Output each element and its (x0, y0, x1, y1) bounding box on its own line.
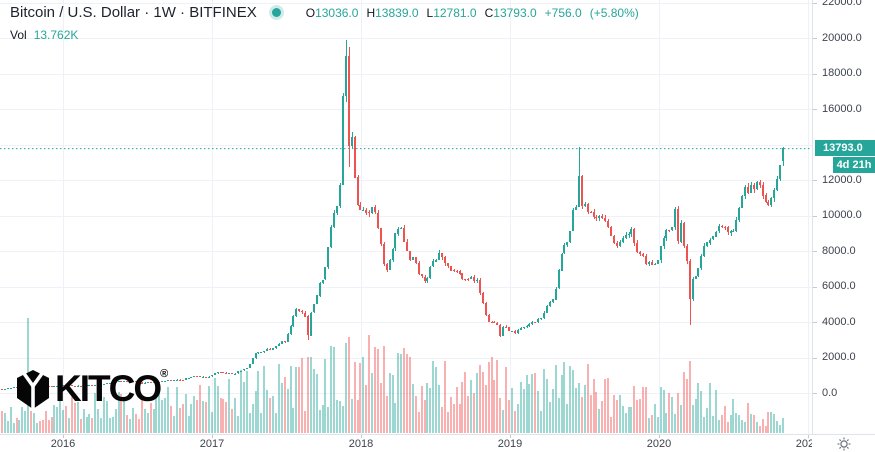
price-tick (813, 358, 817, 359)
price-tick-label: 22000.0 (822, 0, 862, 8)
price-tick (813, 3, 817, 4)
price-tick (813, 287, 817, 288)
price-tick-label: 20000.0 (822, 32, 862, 44)
price-tick-label: 6000.0 (822, 280, 856, 292)
high-value: 13839.0 (375, 5, 419, 20)
price-tick-label: 16000.0 (822, 103, 862, 115)
close-value: 13793.0 (493, 5, 537, 20)
live-status-dot-icon (271, 8, 281, 17)
kitco-logo: KITCO ® (13, 367, 168, 411)
price-tick (813, 74, 817, 75)
close-label: C (484, 5, 494, 20)
time-axis[interactable]: 2016 2017 2018 2019 2020 2021 (0, 434, 875, 452)
kitco-mark-icon (17, 370, 49, 409)
time-tick-label: 2017 (199, 438, 225, 450)
time-tick (808, 435, 809, 438)
price-tick-label: 2000.0 (822, 351, 856, 363)
price-tick (813, 322, 817, 323)
price-tick-label: 10000.0 (822, 209, 862, 221)
candlestick-chart[interactable] (0, 0, 812, 434)
time-tick (212, 435, 213, 438)
volume-label: Vol (10, 28, 27, 42)
low-label: L (426, 5, 434, 20)
registered-mark: ® (160, 368, 169, 380)
open-label: O (305, 5, 316, 20)
kitco-wordmark: KITCO (55, 368, 162, 409)
price-tick (813, 38, 817, 39)
time-tick-label: 2019 (497, 438, 523, 450)
volume-value: 13.762K (33, 28, 79, 42)
time-tick (659, 435, 660, 438)
time-tick (510, 435, 511, 438)
volume-row: Vol 13.762K (10, 28, 639, 42)
price-tick (813, 216, 817, 217)
price-tick (813, 109, 817, 110)
bar-close-countdown-badge: 4d 21h (833, 157, 875, 173)
time-tick-label: 2021 (795, 438, 812, 450)
time-tick-label: 2018 (348, 438, 374, 450)
open-value: 13036.0 (315, 5, 359, 20)
change-percent: (+5.80%) (589, 5, 639, 20)
time-axis-labels: 2016 2017 2018 2019 2020 2021 (0, 435, 812, 452)
time-tick (63, 435, 64, 438)
time-tick-label: 2016 (50, 438, 76, 450)
low-value: 12781.0 (433, 5, 477, 20)
symbol-title[interactable]: Bitcoin / U.S. Dollar · 1W · BITFINEX (10, 4, 257, 21)
ohlc-values: O 13036.0 H 13839.0 L 12781.0 C 13793.0 +756… (298, 6, 639, 20)
price-tick (813, 393, 817, 394)
axis-settings-corner[interactable] (812, 435, 875, 452)
price-tick-label: 8000.0 (822, 245, 856, 257)
high-label: H (366, 5, 376, 20)
time-tick (361, 435, 362, 438)
change-value: +756.0 (544, 5, 582, 20)
gear-icon[interactable] (837, 437, 851, 451)
price-tick (813, 251, 817, 252)
price-tick-label: 0.0 (822, 387, 838, 399)
time-tick-label: 2020 (646, 438, 672, 450)
current-price-badge: 13793.0 (815, 140, 875, 156)
price-tick-label: 12000.0 (822, 174, 862, 186)
price-tick-label: 18000.0 (822, 67, 862, 79)
price-axis[interactable]: 0.0 2000.0 4000.0 6000.0 8000.0 10000.0 12000.… (812, 0, 875, 434)
price-tick (813, 180, 817, 181)
price-tick-label: 4000.0 (822, 316, 856, 328)
